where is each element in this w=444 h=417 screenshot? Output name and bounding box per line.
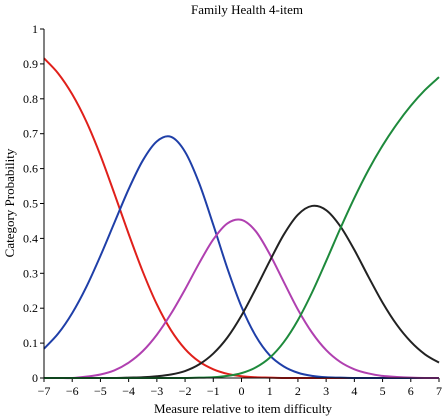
y-axis-ticks: 0 0.1 0.2 0.3 0.4 0.5 0.6 0.7 0.8 0.9 1 <box>23 22 44 385</box>
probability-curves <box>43 57 440 380</box>
y-tick-label: 0 <box>32 371 38 385</box>
x-tick-label: −2 <box>179 384 192 398</box>
x-tick-label: −1 <box>207 384 220 398</box>
x-tick-label: 6 <box>408 384 414 398</box>
x-tick-label: 7 <box>436 384 442 398</box>
y-tick-label: 0.1 <box>23 336 38 350</box>
y-tick-label: 0.3 <box>23 266 38 280</box>
y-axis-label: Category Probability <box>2 148 17 257</box>
y-tick-label: 0.5 <box>23 197 38 211</box>
x-axis-ticks: −7 −6 −5 −4 −3 −2 −1 0 1 2 3 4 5 6 7 <box>38 378 442 398</box>
x-tick-label: −5 <box>94 384 107 398</box>
y-tick-label: 1 <box>32 22 38 36</box>
x-tick-label: 2 <box>295 384 301 398</box>
x-tick-label: −7 <box>38 384 51 398</box>
y-tick-label: 0.4 <box>23 231 38 245</box>
category-curve-4 <box>43 204 440 380</box>
y-tick-label: 0.8 <box>23 92 38 106</box>
y-tick-label: 0.6 <box>23 162 38 176</box>
category-curve-5 <box>43 76 440 380</box>
x-axis-label: Measure relative to item difficulty <box>154 401 333 416</box>
y-tick-label: 0.9 <box>23 57 38 71</box>
x-tick-label: 4 <box>351 384 357 398</box>
x-tick-label: −3 <box>150 384 163 398</box>
x-tick-label: −4 <box>122 384 135 398</box>
chart-title: Family Health 4-item <box>191 2 303 17</box>
category-curve-2 <box>43 135 439 380</box>
category-curve-1 <box>43 57 439 380</box>
x-tick-label: 5 <box>380 384 386 398</box>
y-tick-label: 0.7 <box>23 127 38 141</box>
x-tick-label: −6 <box>66 384 79 398</box>
category-curve-3 <box>43 218 440 380</box>
x-tick-label: 0 <box>239 384 245 398</box>
y-tick-label: 0.2 <box>23 301 38 315</box>
x-tick-label: 3 <box>323 384 329 398</box>
x-tick-label: 1 <box>267 384 273 398</box>
